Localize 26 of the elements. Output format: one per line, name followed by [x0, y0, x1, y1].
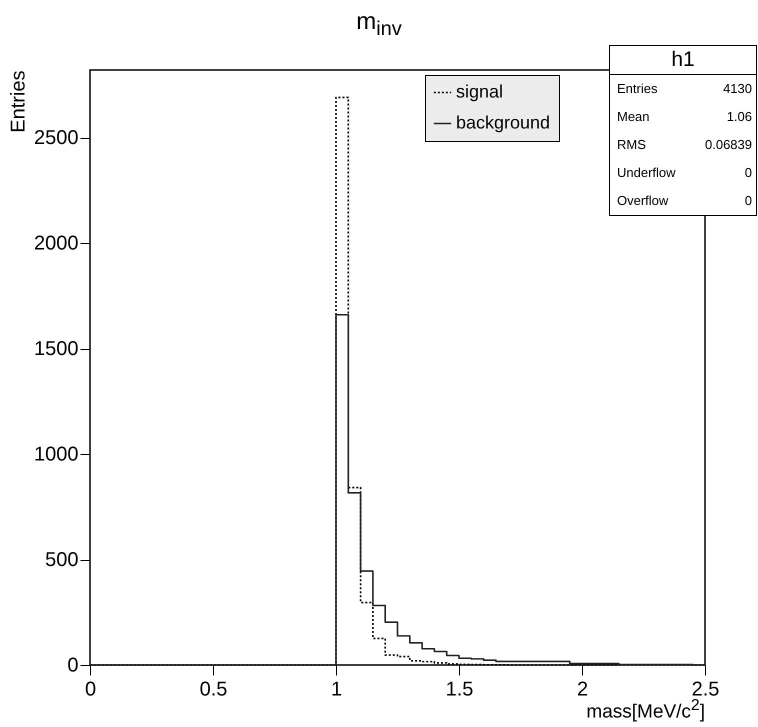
- text: 4130: [723, 81, 752, 96]
- y-tick-label: 0: [67, 654, 78, 676]
- y-tick-label: 2500: [34, 127, 78, 150]
- y-tick-label: 2000: [34, 232, 78, 255]
- y-tick-label: 1000: [34, 444, 78, 466]
- annotation: 0.06839: [705, 137, 752, 152]
- x-tick-label: 1.5: [446, 678, 474, 700]
- text: 1.06: [726, 109, 752, 124]
- y-tick-label: 500: [45, 549, 78, 572]
- y-tick-label: 1500: [34, 338, 78, 360]
- annotation: Mean: [617, 109, 650, 124]
- annotation: Overflow: [617, 193, 668, 208]
- x-tick-label: 2: [576, 678, 588, 700]
- y-axis-title: Entries: [8, 70, 30, 133]
- legend-label: signal: [456, 82, 504, 102]
- legend-label: background: [456, 112, 550, 132]
- annotation: Entries: [617, 81, 658, 96]
- x-tick-label: 1: [330, 678, 342, 700]
- text: 0: [744, 193, 752, 208]
- x-tick-label: 0: [84, 678, 96, 700]
- annotation: h1: [610, 46, 756, 75]
- text: 0: [744, 165, 752, 180]
- annotation: RMS: [617, 137, 646, 152]
- x-tick-label: 0.5: [200, 678, 228, 700]
- chart-title: m$_{inv}$: [355, 8, 403, 41]
- annotation: Underflow: [617, 165, 676, 180]
